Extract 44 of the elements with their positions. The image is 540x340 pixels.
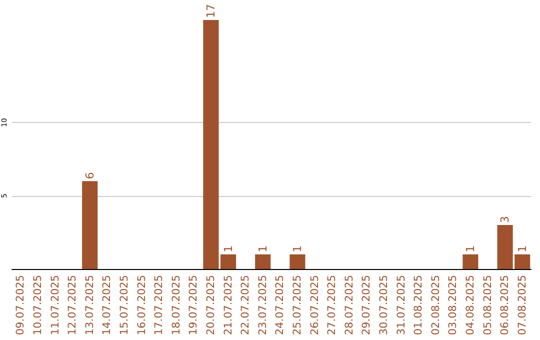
x-tick-label: 12.07.2025 bbox=[66, 275, 79, 336]
data-label: 1 bbox=[256, 245, 270, 252]
x-tick-label: 06.08.2025 bbox=[499, 275, 512, 336]
x-tick-label: 04.08.2025 bbox=[464, 275, 476, 336]
x-tick-label: 27.07.2025 bbox=[326, 275, 338, 336]
x-tick-label: 26.07.2025 bbox=[308, 275, 321, 336]
x-tick-label: 03.08.2025 bbox=[447, 275, 460, 336]
x-tick-label: 21.07.2025 bbox=[222, 275, 234, 336]
x-tick-label: 29.07.2025 bbox=[360, 275, 373, 336]
x-tick-label: 07.08.2025 bbox=[516, 275, 528, 336]
bar bbox=[82, 181, 98, 269]
bar bbox=[290, 254, 306, 269]
bar bbox=[462, 254, 478, 269]
x-tick-label: 20.07.2025 bbox=[204, 275, 217, 336]
x-tick-label: 05.08.2025 bbox=[482, 275, 494, 336]
x-tick-label: 10.07.2025 bbox=[32, 275, 44, 336]
x-tick-label: 22.07.2025 bbox=[240, 275, 252, 336]
bar bbox=[220, 254, 236, 269]
data-label: 1 bbox=[290, 245, 304, 252]
data-label: 1 bbox=[464, 245, 477, 252]
x-tick-label: 14.07.2025 bbox=[101, 275, 114, 336]
x-tick-label: 13.07.2025 bbox=[84, 275, 96, 336]
x-tick-label: 30.07.2025 bbox=[378, 275, 390, 336]
x-tick-label: 01.08.2025 bbox=[412, 275, 425, 336]
x-tick-label: 11.07.2025 bbox=[49, 275, 62, 336]
x-tick-label: 25.07.2025 bbox=[291, 275, 304, 336]
x-tick-label: 28.07.2025 bbox=[343, 275, 356, 336]
bar bbox=[255, 254, 271, 269]
x-tick-label: 23.07.2025 bbox=[256, 275, 269, 336]
data-label: 6 bbox=[83, 172, 96, 180]
x-tick-label: 18.07.2025 bbox=[170, 275, 182, 336]
data-label: 1 bbox=[222, 245, 235, 252]
x-tick-label: 19.07.2025 bbox=[188, 275, 200, 336]
data-label: 17 bbox=[204, 4, 218, 18]
x-tick-label: 24.07.2025 bbox=[274, 275, 286, 336]
data-label: 3 bbox=[498, 216, 512, 224]
x-tick-label: 17.07.2025 bbox=[153, 275, 166, 336]
x-tick-label: 31.07.2025 bbox=[395, 275, 408, 336]
x-tick-label: 16.07.2025 bbox=[136, 275, 148, 336]
x-tick-label: 15.07.2025 bbox=[118, 275, 130, 336]
x-tick-label: 09.07.2025 bbox=[14, 275, 27, 336]
data-label: 1 bbox=[516, 245, 529, 252]
x-tick-label: 02.08.2025 bbox=[430, 275, 442, 336]
bar bbox=[203, 20, 219, 269]
